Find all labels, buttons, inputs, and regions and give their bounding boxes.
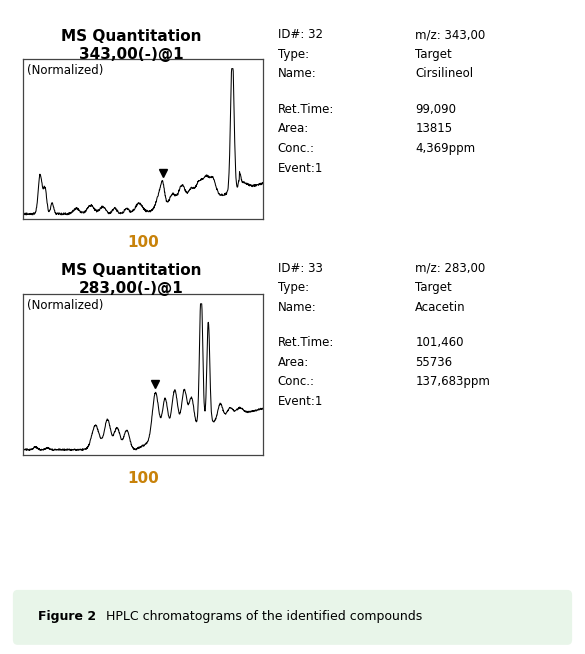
Text: 101,460: 101,460 (415, 336, 464, 349)
Text: Name:: Name: (278, 301, 316, 314)
Text: 343,00(-)@1: 343,00(-)@1 (80, 47, 184, 62)
Text: m/z: 343,00: m/z: 343,00 (415, 28, 486, 41)
Text: HPLC chromatograms of the identified compounds: HPLC chromatograms of the identified com… (94, 610, 422, 623)
Text: Event:1: Event:1 (278, 395, 324, 408)
Text: ID#: 32: ID#: 32 (278, 28, 323, 41)
Text: m/z: 283,00: m/z: 283,00 (415, 262, 486, 275)
Text: (Normalized): (Normalized) (27, 299, 104, 312)
Text: Event:1: Event:1 (278, 162, 324, 175)
Text: Name:: Name: (278, 67, 316, 80)
Text: MS Quantitation: MS Quantitation (61, 29, 202, 44)
Text: Conc.:: Conc.: (278, 142, 315, 155)
Text: MS Quantitation: MS Quantitation (61, 263, 202, 278)
Text: Target: Target (415, 281, 452, 294)
Text: Conc.:: Conc.: (278, 375, 315, 388)
Text: Area:: Area: (278, 356, 309, 369)
Text: Cirsilineol: Cirsilineol (415, 67, 473, 80)
Text: ID#: 33: ID#: 33 (278, 262, 323, 275)
Text: Type:: Type: (278, 48, 309, 61)
Text: 4,369ppm: 4,369ppm (415, 142, 476, 155)
Text: Target: Target (415, 48, 452, 61)
Text: Ret.Time:: Ret.Time: (278, 336, 334, 349)
Text: Type:: Type: (278, 281, 309, 294)
Text: 137,683ppm: 137,683ppm (415, 375, 490, 388)
Text: (Normalized): (Normalized) (27, 63, 104, 77)
Text: Area:: Area: (278, 122, 309, 135)
Text: 283,00(-)@1: 283,00(-)@1 (79, 281, 184, 296)
Text: 99,090: 99,090 (415, 103, 456, 116)
Text: 100: 100 (128, 235, 159, 250)
Text: 13815: 13815 (415, 122, 452, 135)
Text: 100: 100 (128, 471, 159, 486)
Text: Acacetin: Acacetin (415, 301, 466, 314)
Text: Ret.Time:: Ret.Time: (278, 103, 334, 116)
Text: 55736: 55736 (415, 356, 452, 369)
Text: Figure 2: Figure 2 (38, 610, 96, 623)
